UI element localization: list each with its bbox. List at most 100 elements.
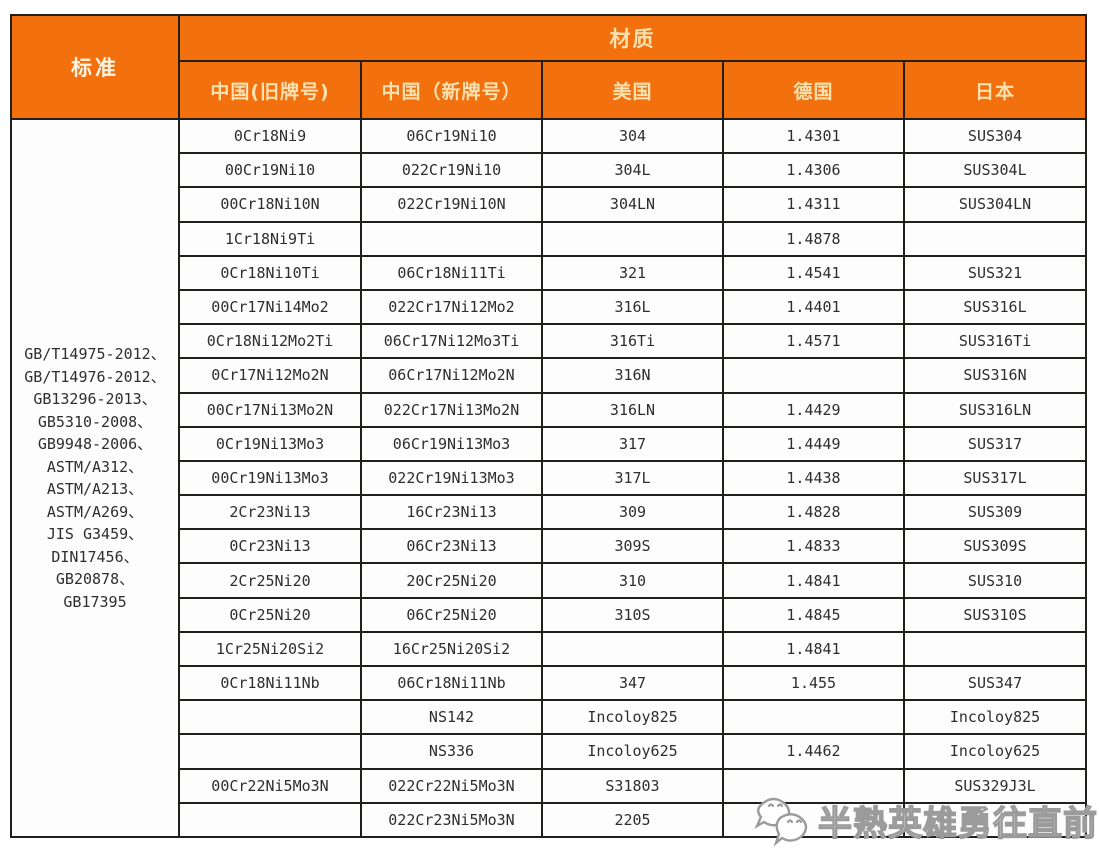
grade-cell-r1-c1: 0Cr18Ni9 bbox=[178, 117, 362, 155]
grade-cell-r16-c4: 1.4841 bbox=[722, 630, 905, 668]
grade-cell-r2-c3: 304L bbox=[541, 152, 724, 189]
grade-cell-r5-c2: 06Cr18Ni11Ti bbox=[360, 254, 543, 291]
standard-line-8: ASTM/A269、 bbox=[46, 502, 144, 521]
table-row-18: NS142 Incoloy825 Incoloy825 bbox=[11, 699, 1088, 736]
grade-cell-r5-c4: 1.4541 bbox=[722, 254, 905, 291]
grade-cell-r6-c5: SUS316L bbox=[902, 288, 1088, 326]
grade-cell-r14-c3: 310 bbox=[541, 562, 724, 599]
grade-cell-r15-c3: 310S bbox=[541, 596, 724, 633]
grade-cell-r21-c4 bbox=[722, 801, 905, 839]
grade-cell-r6-c3: 316L bbox=[541, 288, 724, 326]
grade-cell-r15-c1: 0Cr25Ni20 bbox=[178, 596, 362, 633]
grade-cell-r11-c3: 317L bbox=[541, 459, 724, 497]
grade-cell-r6-c1: 00Cr17Ni14Mo2 bbox=[178, 288, 362, 326]
grade-cell-r19-c5: Incoloy625 bbox=[902, 733, 1088, 770]
grade-cell-r18-c4 bbox=[722, 699, 905, 736]
grade-cell-r21-c5 bbox=[902, 801, 1088, 839]
grade-cell-r16-c2: 16Cr25Ni20Si2 bbox=[360, 630, 543, 668]
grade-cell-r10-c5: SUS317 bbox=[902, 425, 1088, 462]
grade-cell-r15-c5: SUS310S bbox=[902, 596, 1088, 633]
table-row-3: 00Cr18Ni10N 022Cr19Ni10N 304LN 1.4311 SUS304… bbox=[11, 186, 1088, 223]
grade-cell-r1-c4: 1.4301 bbox=[722, 117, 905, 155]
grade-cell-r17-c4: 1.455 bbox=[722, 664, 905, 702]
grade-cell-r19-c3: Incoloy625 bbox=[541, 733, 724, 770]
grade-cell-r11-c5: SUS317L bbox=[902, 459, 1088, 497]
standard-line-2: GB/T14976-2012、 bbox=[24, 367, 166, 386]
grade-cell-r8-c3: 316N bbox=[541, 357, 724, 394]
grade-cell-r3-c3: 304LN bbox=[541, 186, 724, 223]
table-row-14: 2Cr25Ni20 20Cr25Ni20 310 1.4841 SUS310 bbox=[11, 562, 1088, 599]
table-row-20: 00Cr22Ni5Mo3N 022Cr22Ni5Mo3N S31803 SUS329J… bbox=[11, 767, 1088, 804]
grade-cell-r7-c2: 06Cr17Ni12Mo3Ti bbox=[360, 323, 543, 360]
grade-cell-r3-c4: 1.4311 bbox=[722, 186, 905, 223]
grade-cell-r8-c4 bbox=[722, 357, 905, 394]
grade-cell-r1-c2: 06Cr19Ni10 bbox=[360, 117, 543, 155]
standard-line-6: ASTM/A312、 bbox=[46, 457, 144, 476]
table-row-21: 022Cr23Ni5Mo3N 2205 bbox=[11, 801, 1088, 839]
grade-cell-r15-c4: 1.4845 bbox=[722, 596, 905, 633]
table-row-5: 0Cr18Ni10Ti 06Cr18Ni11Ti 321 1.4541 SUS321 bbox=[11, 254, 1088, 291]
grade-cell-r5-c1: 0Cr18Ni10Ti bbox=[178, 254, 362, 291]
grade-cell-r4-c5 bbox=[902, 220, 1088, 257]
grade-cell-r14-c1: 2Cr25Ni20 bbox=[178, 562, 362, 599]
grade-cell-r12-c3: 309 bbox=[541, 494, 724, 531]
grade-cell-r17-c1: 0Cr18Ni11Nb bbox=[178, 664, 362, 702]
grade-cell-r20-c1: 00Cr22Ni5Mo3N bbox=[178, 767, 362, 804]
grade-cell-r10-c1: 0Cr19Ni13Mo3 bbox=[178, 425, 362, 462]
grade-cell-r18-c5: Incoloy825 bbox=[902, 699, 1088, 736]
standard-line-5: GB9948-2006、 bbox=[37, 435, 153, 453]
grade-cell-r18-c3: Incoloy825 bbox=[541, 699, 724, 736]
table-row-17: 0Cr18Ni11Nb 06Cr18Ni11Nb 347 1.455 SUS347 bbox=[11, 664, 1088, 702]
grade-cell-r8-c2: 06Cr17Ni12Mo2N bbox=[360, 357, 543, 394]
grade-cell-r9-c5: SUS316LN bbox=[902, 391, 1088, 428]
grade-cell-r9-c3: 316LN bbox=[541, 391, 724, 428]
grade-cell-r5-c5: SUS321 bbox=[902, 254, 1088, 291]
table-row-2: 00Cr19Ni10 022Cr19Ni10 304L 1.4306 SUS304L bbox=[11, 152, 1088, 189]
grade-cell-r16-c3 bbox=[541, 630, 724, 668]
grade-cell-r2-c4: 1.4306 bbox=[722, 152, 905, 189]
grade-cell-r18-c2: NS142 bbox=[360, 699, 543, 736]
steel-grade-table: 标准 材质 中国(旧牌号) 中国（新牌号） 美国 德国 日本 GB/T14975-201… bbox=[10, 14, 1088, 839]
standard-line-11: GB20878、 bbox=[55, 570, 135, 588]
standards-cell: GB/T14975-2012、 GB/T14976-2012、 GB13296-20… bbox=[10, 118, 180, 838]
grade-cell-r13-c2: 06Cr23Ni13 bbox=[360, 528, 543, 565]
header-row-material: 标准 材质 bbox=[10, 14, 1088, 120]
grade-cell-r10-c3: 317 bbox=[541, 425, 724, 462]
grade-cell-r5-c3: 321 bbox=[541, 254, 724, 291]
table-row-1: GB/T14975-2012、 GB/T14976-2012、 GB13296-20… bbox=[10, 117, 1088, 838]
header-row-countries: 中国(旧牌号) 中国（新牌号） 美国 德国 日本 bbox=[11, 60, 1088, 120]
grade-cell-r20-c4 bbox=[722, 767, 905, 804]
grade-cell-r8-c5: SUS316N bbox=[902, 357, 1088, 394]
column-header-1: 中国(旧牌号) bbox=[178, 60, 362, 120]
grade-cell-r19-c2: NS336 bbox=[360, 733, 543, 770]
grade-cell-r9-c2: 022Cr17Ni13Mo2N bbox=[360, 391, 543, 428]
grade-cell-r21-c3: 2205 bbox=[541, 801, 724, 839]
standard-line-3: GB13296-2013、 bbox=[33, 390, 157, 408]
grade-cell-r13-c5: SUS309S bbox=[902, 528, 1088, 565]
standard-line-1: GB/T14975-2012、 bbox=[24, 345, 166, 363]
table-row-11: 00Cr19Ni13Mo3 022Cr19Ni13Mo3 317L 1.4438 SUS… bbox=[11, 459, 1088, 497]
grade-cell-r2-c5: SUS304L bbox=[902, 152, 1088, 189]
table-row-8: 0Cr17Ni12Mo2N 06Cr17Ni12Mo2N 316N SUS316N bbox=[11, 357, 1088, 394]
grade-cell-r20-c2: 022Cr22Ni5Mo3N bbox=[360, 767, 543, 804]
grade-cell-r20-c3: S31803 bbox=[541, 767, 724, 804]
grade-cell-r6-c2: 022Cr17Ni12Mo2 bbox=[360, 288, 543, 326]
material-group-header: 材质 bbox=[177, 14, 1088, 62]
grade-cell-r12-c4: 1.4828 bbox=[722, 494, 905, 531]
table-row-15: 0Cr25Ni20 06Cr25Ni20 310S 1.4845 SUS310S bbox=[11, 596, 1088, 633]
grade-cell-r15-c2: 06Cr25Ni20 bbox=[360, 596, 543, 633]
grade-cell-r7-c1: 0Cr18Ni12Mo2Ti bbox=[178, 323, 362, 360]
table-row-13: 0Cr23Ni13 06Cr23Ni13 309S 1.4833 SUS309S bbox=[11, 528, 1088, 565]
grade-cell-r16-c5 bbox=[902, 630, 1088, 668]
grade-cell-r2-c2: 022Cr19Ni10 bbox=[360, 152, 543, 189]
column-header-3: 美国 bbox=[541, 60, 724, 120]
column-header-4: 德国 bbox=[722, 60, 905, 120]
grade-cell-r9-c4: 1.4429 bbox=[722, 391, 905, 428]
table-row-10: 0Cr19Ni13Mo3 06Cr19Ni13Mo3 317 1.4449 SUS317 bbox=[11, 425, 1088, 462]
grade-cell-r3-c1: 00Cr18Ni10N bbox=[178, 186, 362, 223]
grade-cell-r13-c1: 0Cr23Ni13 bbox=[178, 528, 362, 565]
table-row-9: 00Cr17Ni13Mo2N 022Cr17Ni13Mo2N 316LN 1.4429… bbox=[11, 391, 1088, 428]
grade-cell-r14-c4: 1.4841 bbox=[722, 562, 905, 599]
grade-cell-r3-c5: SUS304LN bbox=[902, 186, 1088, 223]
